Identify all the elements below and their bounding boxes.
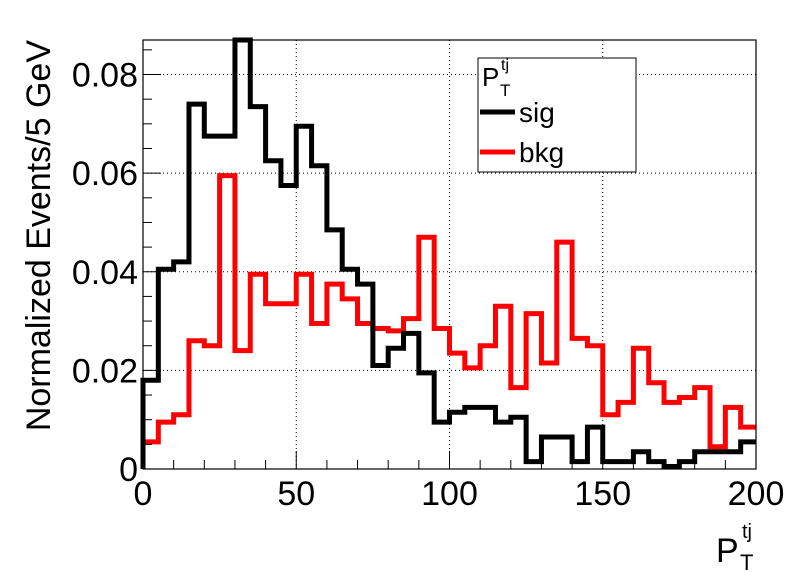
x-tick-label: 200 <box>728 475 785 513</box>
axis-ticks <box>142 49 757 470</box>
y-tick-label: 0.02 <box>72 352 138 390</box>
legend-title-sup: tj <box>501 57 509 74</box>
y-tick-label: 0 <box>119 451 138 489</box>
legend-title-sub: T <box>500 81 510 100</box>
x-axis-label-sup: tj <box>742 521 752 543</box>
x-tick-label: 50 <box>277 475 315 513</box>
x-tick-label: 150 <box>574 475 631 513</box>
x-tick-label: 100 <box>421 475 478 513</box>
legend-label-sig: sig <box>519 97 555 128</box>
y-axis-label: Normalized Events/5 GeV <box>20 40 58 431</box>
y-tick-label: 0.08 <box>72 57 138 95</box>
x-axis-label-base: P <box>716 532 739 570</box>
y-tick-label: 0.06 <box>72 155 138 193</box>
legend-label-bkg: bkg <box>519 137 564 168</box>
legend-title-base: P <box>482 62 499 92</box>
x-axis-label-sub: T <box>740 550 753 572</box>
series-bkg-line <box>140 173 756 469</box>
x-tick-label: 0 <box>134 475 153 513</box>
axis-tick-labels: 0 50 100 150 200 0 0.02 0.04 0.06 0.08 <box>72 57 785 513</box>
x-axis-label: P T tj <box>716 521 753 572</box>
y-tick-label: 0.04 <box>72 254 138 292</box>
legend: P T tj sig bkg <box>477 57 637 173</box>
